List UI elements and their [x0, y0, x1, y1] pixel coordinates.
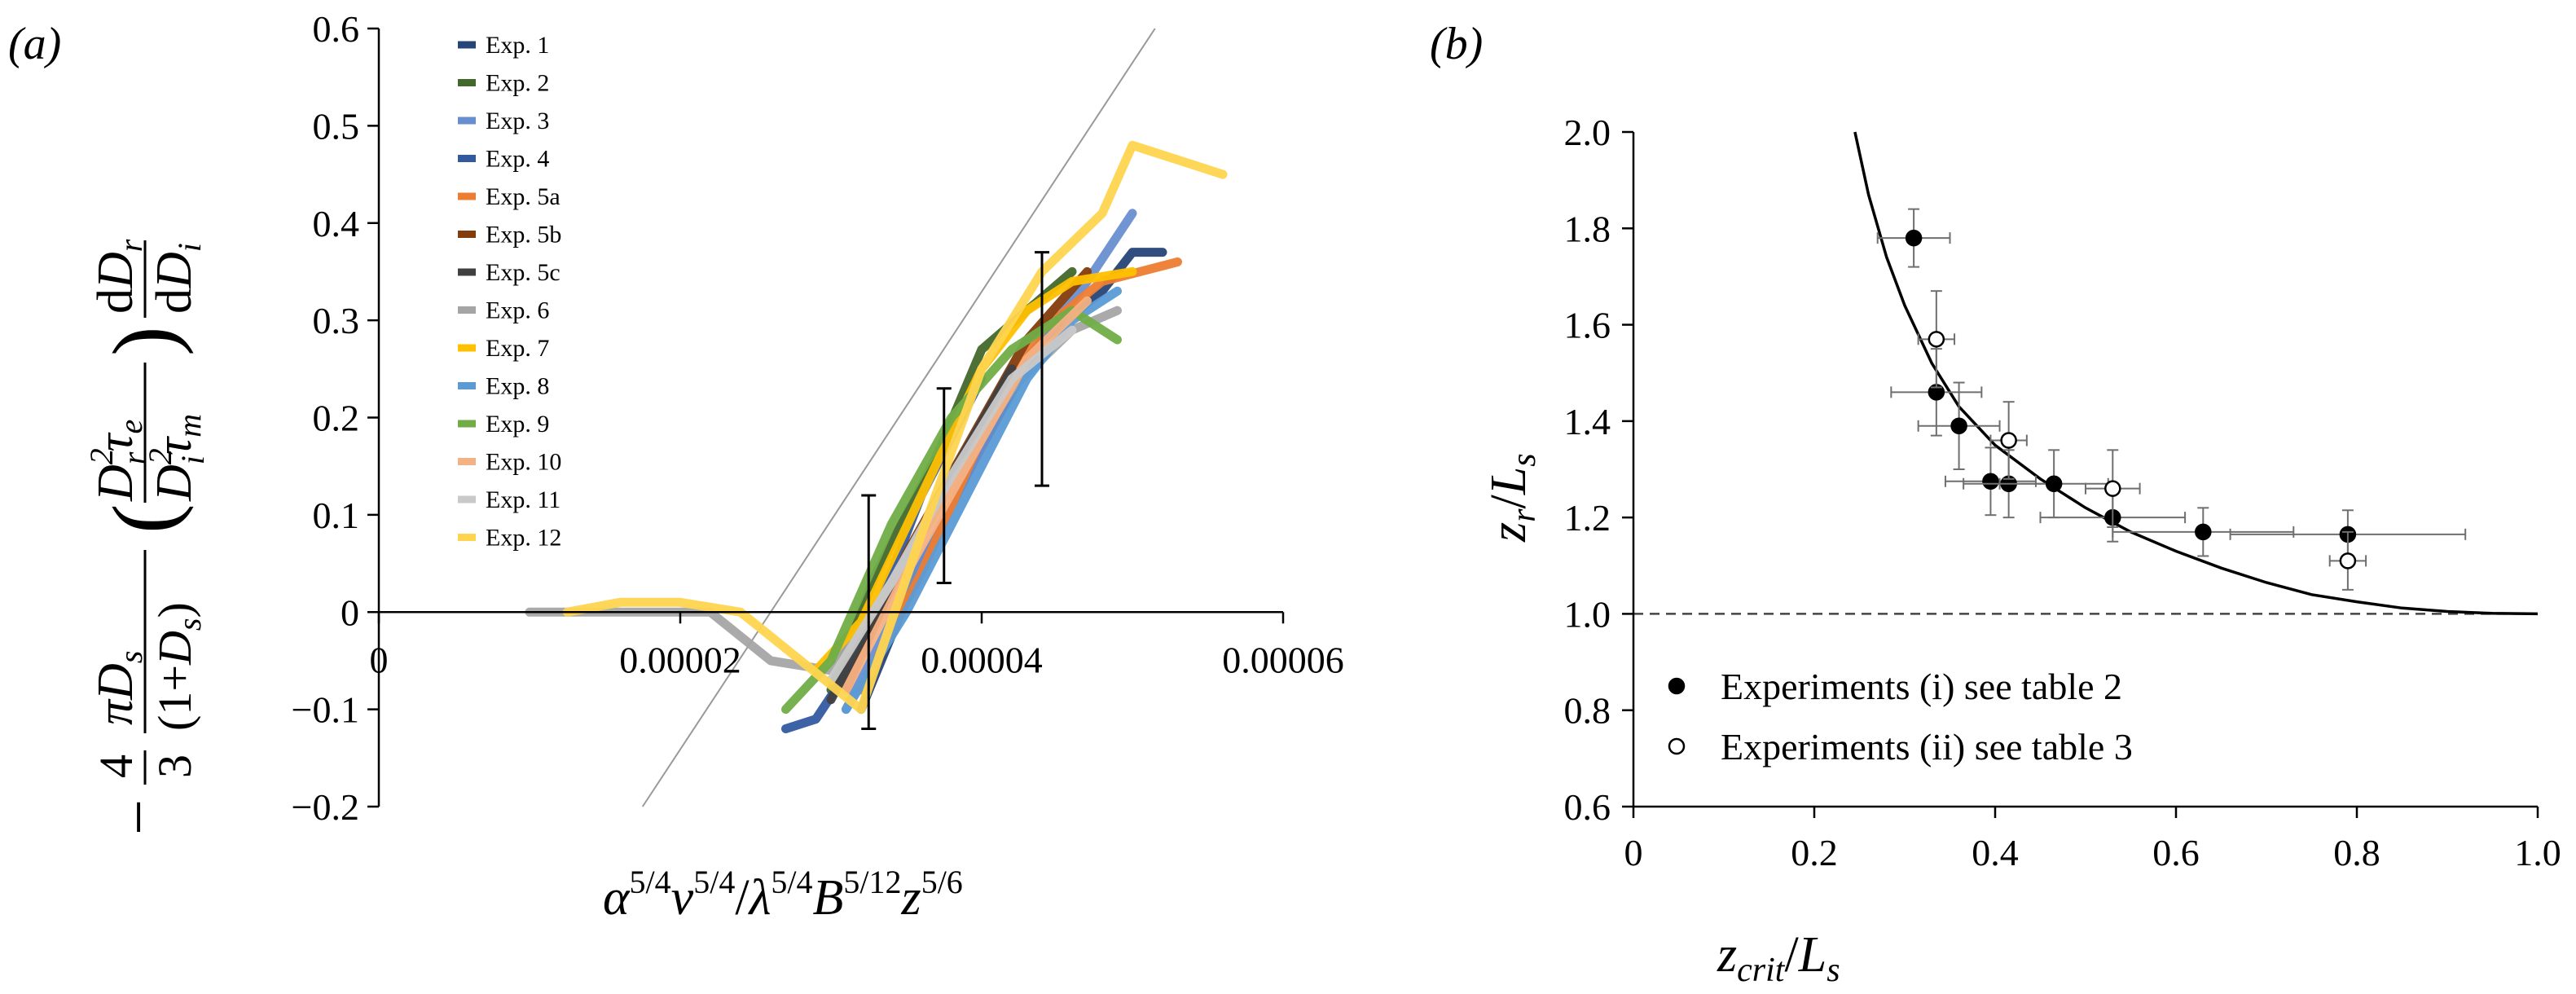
- tick-labels-b: 0.6 0.8 1.0 1.2 1.4 1.6 1.8 2.0 0 0.2 0.4 0.6 0.8 1.0: [1564, 112, 2561, 873]
- x-tick-label-a: 0.00002: [619, 639, 741, 680]
- legend-label-b: Experiments (ii) see table 3: [1721, 726, 2133, 767]
- x-axis-label-a: α5/4ν5/4/λ5/4B5/12z5/6: [603, 864, 963, 926]
- y-tick-label-a: 0.2: [313, 398, 360, 439]
- svg-text:3: 3: [148, 754, 201, 778]
- series-line-14: [562, 140, 1228, 715]
- svg-text:πDs: πDs: [88, 651, 149, 725]
- y-tick-label-b: 1.4: [1564, 401, 1611, 442]
- y-axis-label-b: zr/Ls: [1481, 453, 1543, 543]
- y-tick-label-b: 1.6: [1564, 305, 1611, 346]
- y-tick-label-a: 0.4: [313, 203, 360, 244]
- legend-label-a: Exp. 3: [486, 108, 549, 134]
- legend-label-a: Exp. 5a: [486, 183, 560, 210]
- panel-b-label: (b): [1430, 19, 1483, 69]
- y-tick-label-b: 1.8: [1564, 208, 1611, 249]
- x-tick-label-b: 0.4: [1972, 832, 2019, 873]
- legend-label-a: Exp. 5b: [486, 222, 561, 248]
- panel-a-label: (a): [8, 19, 61, 69]
- series-line-13: [826, 325, 1077, 685]
- y-tick-label-a: −0.1: [292, 689, 359, 731]
- y-tick-label-b: 1.2: [1564, 497, 1611, 539]
- data-point-filled: [1950, 417, 1967, 435]
- data-point-open: [2339, 552, 2357, 570]
- chart-a: −0.2 −0.1 0 0.1 0.2 0.3 0.4 0.5 0.6 0 0.00002 0.000…: [83, 8, 1344, 926]
- legend-marker-b: [1668, 737, 1686, 755]
- svg-text:D2iτm: D2iτm: [142, 414, 211, 502]
- x-tick-label-b: 0.2: [1791, 832, 1838, 873]
- fit-curve-b: [1853, 131, 2539, 616]
- fit-curve-b: [1853, 131, 2539, 616]
- legend-marker-b: [1668, 677, 1686, 695]
- legend-b: Experiments (i) see table 2 Experiments (…: [1668, 666, 2133, 767]
- x-tick-label-b: 0: [1624, 832, 1643, 873]
- legend-label-a: Exp. 5c: [486, 259, 560, 286]
- legend-label-a: Exp. 4: [486, 146, 549, 173]
- y-tick-label-b: 0.8: [1564, 690, 1611, 732]
- x-axis-label-b: zcrit/Ls: [1717, 927, 1840, 989]
- data-point-open: [2000, 432, 2017, 449]
- y-tick-label-a: 0.1: [313, 495, 360, 536]
- svg-text:(1+Ds): (1+Ds): [148, 602, 208, 731]
- axes-a: [367, 27, 1285, 808]
- y-tick-label-a: 0: [341, 592, 359, 633]
- axes-b: [1622, 130, 2539, 818]
- x-tick-label-a: 0.00004: [921, 639, 1043, 680]
- svg-text:4: 4: [90, 754, 143, 778]
- y-axis-label-a: − 4 3 πDs (1+Ds) ( D2rτe D2iτm ) dDr dDi: [83, 239, 211, 835]
- x-tick-label-b: 0.8: [2333, 832, 2380, 873]
- chart-b: 0.6 0.8 1.0 1.2 1.4 1.6 1.8 2.0 0 0.2 0.4 0.6 0.8 1.0…: [1481, 112, 2561, 989]
- reference-line-a: [641, 28, 1156, 807]
- data-point-open: [2104, 480, 2121, 497]
- data-point-filled: [2045, 475, 2063, 492]
- data-point-filled: [1905, 229, 1923, 247]
- legend-label-a: Exp. 8: [486, 373, 549, 400]
- svg-text:dDr: dDr: [88, 239, 149, 314]
- data-point-open: [1928, 331, 1945, 348]
- x-tick-label-a: 0.00006: [1222, 639, 1344, 680]
- reference-line-a: [641, 28, 1156, 807]
- x-tick-label-b: 1.0: [2514, 832, 2561, 873]
- legend-label-a: Exp. 10: [486, 449, 561, 476]
- y-tick-label-a: 0.6: [313, 8, 360, 50]
- legend-label-a: Exp. 11: [486, 486, 560, 513]
- legend-label-a: Exp. 9: [486, 411, 549, 438]
- y-tick-label-a: 0.5: [313, 105, 360, 147]
- tick-labels-a: −0.2 −0.1 0 0.1 0.2 0.3 0.4 0.5 0.6 0 0.00002 0.000…: [292, 8, 1344, 828]
- points-b: [1876, 208, 2467, 591]
- data-point-filled: [2195, 523, 2212, 541]
- x-tick-label-a: 0: [370, 639, 389, 680]
- y-tick-label-a: −0.2: [292, 786, 359, 828]
- y-tick-label-b: 1.0: [1564, 593, 1611, 635]
- legend-label-a: Exp. 12: [486, 525, 561, 552]
- y-tick-label-b: 2.0: [1564, 112, 1611, 153]
- legend-label-b: Experiments (i) see table 2: [1721, 666, 2122, 707]
- y-tick-label-a: 0.3: [313, 300, 360, 341]
- svg-text:−: −: [103, 799, 174, 835]
- legend-label-a: Exp. 6: [486, 297, 549, 324]
- data-point-filled: [1982, 473, 1999, 490]
- svg-text:(: (: [95, 504, 194, 534]
- legend-a: Exp. 1 Exp. 2 Exp. 3 Exp. 4 Exp. 5a Exp. 5b Ex…: [458, 32, 561, 552]
- y-tick-label-b: 0.6: [1564, 786, 1611, 828]
- legend-label-a: Exp. 1: [486, 32, 549, 59]
- legend-label-a: Exp. 7: [486, 335, 549, 362]
- legend-label-a: Exp. 2: [486, 70, 549, 97]
- svg-text:): ): [95, 326, 194, 356]
- x-tick-label-b: 0.6: [2152, 832, 2200, 873]
- svg-text:dDi: dDi: [147, 243, 208, 314]
